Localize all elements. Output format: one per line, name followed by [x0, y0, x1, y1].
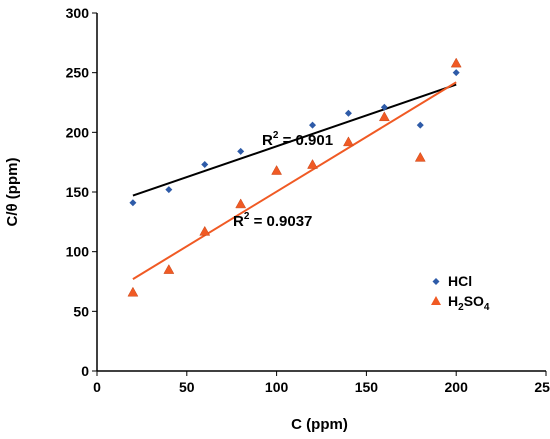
r2-label-h2so4-suffix: = 0.9037	[249, 213, 312, 230]
r2-label-hcl-sup: 2	[273, 130, 279, 141]
trendline-h2so4	[132, 81, 457, 280]
legend-h2so4-part: SO	[464, 293, 484, 309]
data-point-h2so4	[235, 198, 247, 209]
data-point-hcl	[237, 147, 245, 155]
data-point-h2so4	[378, 111, 390, 122]
legend-label-h2so4: H2SO4	[448, 293, 490, 313]
data-point-h2so4	[199, 225, 211, 236]
data-point-h2so4	[414, 151, 426, 162]
data-point-h2so4	[450, 57, 462, 68]
r2-label-hcl-suffix: = 0.901	[278, 132, 333, 149]
legend-h2so4-sub: 4	[484, 302, 490, 313]
y-axis-title: C/θ (ppm)	[4, 158, 21, 227]
data-points	[127, 57, 462, 297]
y-tick-label: 100	[66, 244, 90, 260]
x-tick-label: 250	[534, 379, 550, 395]
axes: 0 50 100 150 200 250 0 50 100 150 200 250 300 C (ppm)…	[4, 5, 550, 433]
x-tick-label: 150	[355, 379, 379, 395]
legend-label-hcl: HCl	[448, 273, 472, 289]
legend-marker-h2so4	[431, 296, 441, 305]
y-tick-label: 50	[73, 303, 89, 319]
r2-label-h2so4-sup: 2	[244, 211, 250, 222]
r2-label-hcl: R2 = 0.901	[262, 130, 333, 149]
y-tick-label: 200	[66, 124, 90, 140]
y-tick-label: 150	[66, 184, 90, 200]
data-point-hcl	[380, 103, 388, 111]
y-tick-label: 300	[66, 5, 90, 21]
x-tick-label: 0	[93, 379, 101, 395]
data-point-hcl	[201, 161, 209, 169]
data-point-hcl	[165, 186, 173, 194]
legend-h2so4-sub: 2	[458, 302, 464, 313]
data-point-hcl	[129, 199, 137, 207]
data-point-h2so4	[127, 286, 139, 297]
data-point-h2so4	[343, 136, 354, 147]
data-point-hcl	[344, 109, 352, 117]
r2-label-hcl-prefix: R	[262, 132, 273, 149]
legend: HCl H2SO4	[431, 273, 490, 313]
data-point-hcl	[452, 69, 460, 77]
data-point-h2so4	[163, 264, 175, 274]
data-point-h2so4	[271, 165, 283, 175]
data-point-hcl	[416, 121, 424, 129]
trendline-hcl	[132, 83, 457, 197]
r2-label-h2so4: R2 = 0.9037	[233, 211, 312, 230]
trendlines	[132, 81, 457, 280]
legend-marker-hcl	[432, 278, 440, 285]
data-point-hcl	[309, 121, 317, 129]
legend-h2so4-part: H	[448, 293, 458, 309]
x-tick-label: 50	[179, 379, 195, 395]
x-tick-label: 100	[265, 379, 289, 395]
y-tick-label: 250	[66, 65, 90, 81]
x-axis-title: C (ppm)	[291, 416, 348, 433]
data-point-h2so4	[307, 159, 318, 169]
x-tick-label: 200	[445, 379, 469, 395]
y-tick-label: 0	[81, 363, 89, 379]
r2-label-h2so4-prefix: R	[233, 213, 244, 230]
